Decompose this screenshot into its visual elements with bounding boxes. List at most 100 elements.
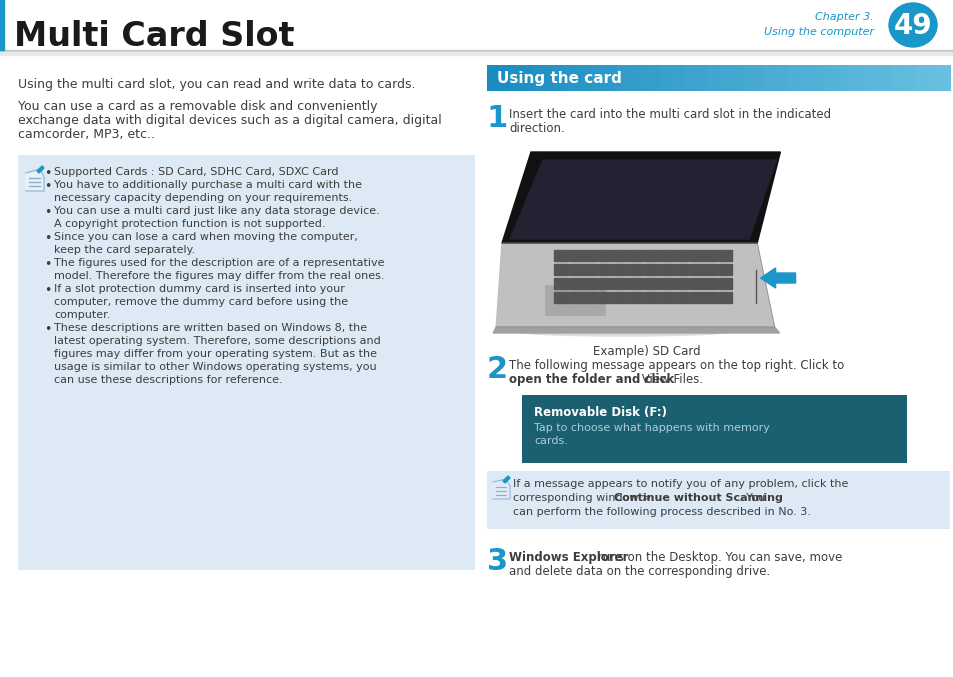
Text: Removable Disk (F:): Removable Disk (F:) (534, 406, 666, 419)
Bar (569, 264, 582, 275)
Text: can use these descriptions for reference.: can use these descriptions for reference… (54, 375, 282, 385)
Bar (643, 292, 657, 303)
Bar (554, 264, 567, 275)
Bar (554, 292, 567, 303)
Bar (583, 264, 597, 275)
Bar (787, 65, 800, 91)
Bar (569, 292, 582, 303)
Bar (703, 264, 717, 275)
Text: and delete data on the corresponding drive.: and delete data on the corresponding dri… (509, 565, 769, 578)
Bar (659, 250, 672, 261)
Bar (521, 65, 534, 91)
Bar (703, 250, 717, 261)
Ellipse shape (521, 328, 724, 336)
Bar (486, 471, 949, 529)
Text: A copyright protection function is not supported.: A copyright protection function is not s… (54, 219, 325, 229)
Text: If a message appears to notify you of any problem, click the: If a message appears to notify you of an… (513, 479, 847, 489)
Bar (628, 250, 642, 261)
Text: You can use a multi card just like any data storage device.: You can use a multi card just like any d… (54, 206, 379, 216)
Bar (602, 65, 615, 91)
Text: Using the card: Using the card (497, 70, 621, 85)
Bar (868, 65, 881, 91)
Bar (614, 264, 627, 275)
Bar (902, 65, 915, 91)
Text: •: • (44, 284, 51, 297)
Bar (0, 0, 4, 50)
Bar (821, 65, 835, 91)
Bar (486, 65, 499, 91)
Text: The following message appears on the top right. Click to: The following message appears on the top… (509, 359, 843, 372)
Bar (598, 264, 612, 275)
Bar (688, 264, 701, 275)
Bar (583, 250, 597, 261)
Text: figures may differ from your operating system. But as the: figures may differ from your operating s… (54, 349, 376, 359)
Bar (637, 65, 649, 91)
Bar (672, 65, 684, 91)
Bar (674, 264, 687, 275)
Bar (556, 65, 568, 91)
Bar (598, 250, 612, 261)
Polygon shape (37, 166, 44, 173)
Bar (674, 250, 687, 261)
Text: direction.: direction. (509, 122, 564, 135)
Bar (598, 278, 612, 289)
Text: necessary capacity depending on your requirements.: necessary capacity depending on your req… (54, 193, 352, 203)
Text: corresponding window >: corresponding window > (513, 493, 654, 503)
Bar (614, 278, 627, 289)
Text: cards.: cards. (534, 436, 567, 446)
Bar (533, 65, 545, 91)
Bar (706, 65, 719, 91)
Bar (614, 250, 627, 261)
Bar (628, 278, 642, 289)
Bar (688, 278, 701, 289)
Text: •: • (44, 167, 51, 180)
Bar (703, 278, 717, 289)
Text: •: • (44, 258, 51, 271)
Bar (0, 50, 953, 51)
Bar (729, 65, 741, 91)
Bar (643, 264, 657, 275)
Text: Multi Card Slot: Multi Card Slot (14, 20, 294, 53)
Bar (643, 278, 657, 289)
Bar (510, 65, 522, 91)
Text: Insert the card into the multi card slot in the indicated: Insert the card into the multi card slot… (509, 108, 830, 121)
Bar (498, 65, 511, 91)
Bar (718, 65, 730, 91)
Bar (674, 292, 687, 303)
Bar (914, 65, 927, 91)
Text: •: • (44, 232, 51, 245)
Bar (810, 65, 822, 91)
Bar (719, 264, 732, 275)
Bar (0, 51, 953, 55)
Bar (683, 65, 696, 91)
Text: computer, remove the dummy card before using the: computer, remove the dummy card before u… (54, 297, 348, 307)
Text: Windows Explorer: Windows Explorer (509, 551, 628, 564)
Bar (18, 155, 475, 570)
Text: model. Therefore the figures may differ from the real ones.: model. Therefore the figures may differ … (54, 271, 384, 281)
Bar (719, 292, 732, 303)
Bar (764, 65, 777, 91)
Bar (799, 65, 811, 91)
Bar (544, 65, 557, 91)
Text: Since you can lose a card when moving the computer,: Since you can lose a card when moving th… (54, 232, 357, 242)
Text: can perform the following process described in No. 3.: can perform the following process descri… (513, 507, 810, 517)
Text: computer.: computer. (54, 310, 111, 320)
Bar (719, 278, 732, 289)
Text: open the folder and click: open the folder and click (509, 373, 674, 386)
Bar (740, 65, 754, 91)
Text: •: • (44, 206, 51, 219)
Bar (643, 250, 657, 261)
Text: 2: 2 (486, 355, 508, 384)
Polygon shape (510, 160, 776, 239)
Bar (857, 65, 869, 91)
Polygon shape (496, 243, 774, 327)
Bar (521, 395, 906, 463)
Text: Using the multi card slot, you can read and write data to cards.: Using the multi card slot, you can read … (18, 78, 416, 91)
Text: camcorder, MP3, etc..: camcorder, MP3, etc.. (18, 128, 154, 141)
Bar (583, 292, 597, 303)
Text: You can use a card as a removable disk and conveniently: You can use a card as a removable disk a… (18, 100, 377, 113)
Text: exchange data with digital devices such as a digital camera, digital: exchange data with digital devices such … (18, 114, 441, 127)
Text: keep the card separately.: keep the card separately. (54, 245, 195, 255)
Text: View Files.: View Files. (638, 373, 702, 386)
Bar (659, 65, 673, 91)
